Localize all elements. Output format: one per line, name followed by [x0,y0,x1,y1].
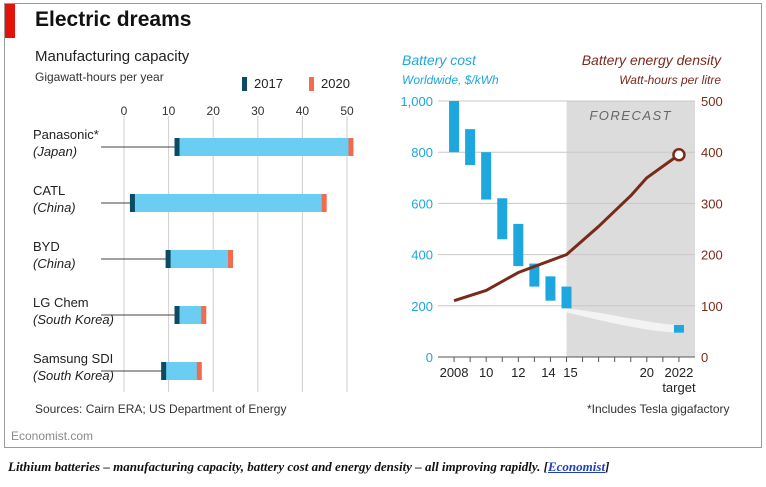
company-country-label: (South Korea) [33,368,114,383]
capacity-tick-label: 50 [340,104,354,118]
year-tick-label: 15 [563,365,577,380]
figure-caption: Lithium batteries – manufacturing capaci… [8,459,609,475]
footnote: *Includes Tesla gigafactory [587,402,730,416]
caption-text: Lithium batteries – manufacturing capaci… [8,459,548,474]
caption-link[interactable]: Economist [547,459,606,474]
capacity-2017-marker [165,250,171,268]
capacity-tick-label: 0 [121,104,128,118]
cost-range-bar [465,129,476,165]
legend-2017: 2017 [242,76,283,91]
year-tick-label: 14 [541,365,555,380]
density-end-marker [672,148,686,162]
chart-title: Electric dreams [35,8,192,31]
density-units: Watt-hours per litre [619,73,721,87]
year-tick-label: 2022 [664,365,693,380]
cost-range-bar [497,198,508,240]
density-tick-label: 100 [701,299,723,314]
year-tick-label: 2008 [440,365,469,380]
capacity-units: Gigawatt-hours per year [35,70,164,84]
capacity-bar [177,138,352,156]
capacity-bar [168,250,232,268]
capacity-2020-marker [321,194,327,212]
year-tick-label: 10 [479,365,493,380]
capacity-2017-marker [129,194,135,212]
chart-frame: Electric dreams Manufacturing capacity G… [4,3,762,448]
density-tick-label: 400 [701,145,723,160]
capacity-tick-label: 30 [251,104,265,118]
cost-tick-label: 200 [411,299,433,314]
capacity-2020-marker [196,362,202,380]
target-label: target [662,380,696,395]
company-name-label: CATL [33,183,65,198]
forecast-label: FORECAST [589,108,672,123]
company-country-label: (China) [33,200,76,215]
cost-tick-label: 800 [411,145,433,160]
density-tick-label: 0 [701,350,708,365]
legend-2020-label: 2020 [321,76,350,91]
cost-range-bar [673,325,684,333]
capacity-2020-marker [201,306,207,324]
cost-title: Battery cost [402,52,476,68]
legend-2017-swatch [242,76,247,91]
company-name-label: Samsung SDI [33,351,113,366]
cost-range-bar [513,223,524,267]
cost-range-bar [545,276,556,301]
density-tick-label: 500 [701,94,723,109]
charts-svg: 0 10 20 30 40 50 Panasonic* (Japan) CATL (China) B… [33,94,723,395]
economist-red-tag [5,4,15,38]
capacity-tick-label: 20 [207,104,221,118]
density-tick-label: 200 [701,248,723,263]
company-country-label: (Japan) [33,144,77,159]
capacity-tick-label: 40 [296,104,310,118]
cost-range-bar [449,101,460,153]
company-name-label: LG Chem [33,295,89,310]
cost-range-bar [529,263,540,287]
cost-tick-label: 400 [411,248,433,263]
cost-tick-label: 1,000 [400,94,433,109]
capacity-bar [132,194,325,212]
density-tick-label: 300 [701,196,723,211]
capacity-2017-marker [174,138,180,156]
year-tick-label: 12 [511,365,525,380]
legend-2020-swatch [309,76,314,91]
cost-tick-label: 600 [411,196,433,211]
caption-end: ] [605,459,610,474]
density-title: Battery energy density [581,52,721,68]
capacity-2020-marker [348,138,354,156]
capacity-2017-marker [174,306,180,324]
capacity-tick-label: 10 [162,104,176,118]
company-country-label: (South Korea) [33,312,114,327]
company-name-label: BYD [33,239,60,254]
cost-forecast-band [566,308,679,333]
cost-tick-label: 0 [426,350,433,365]
cost-range-bar [481,152,492,200]
legend-2017-label: 2017 [254,76,283,91]
capacity-bar [177,306,205,324]
cost-units: Worldwide, $/kWh [402,73,499,87]
density-line [453,153,680,303]
legend-2020: 2020 [309,76,350,91]
company-name-label: Panasonic* [33,127,99,142]
capacity-bar [164,362,200,380]
cost-range-bar [561,286,572,309]
capacity-2017-marker [161,362,167,380]
company-country-label: (China) [33,256,76,271]
capacity-subtitle: Manufacturing capacity [35,48,190,65]
year-tick-label: 20 [640,365,654,380]
source-note: Sources: Cairn ERA; US Department of Ene… [35,402,287,416]
capacity-2020-marker [228,250,234,268]
economist-brand: Economist.com [11,429,94,443]
